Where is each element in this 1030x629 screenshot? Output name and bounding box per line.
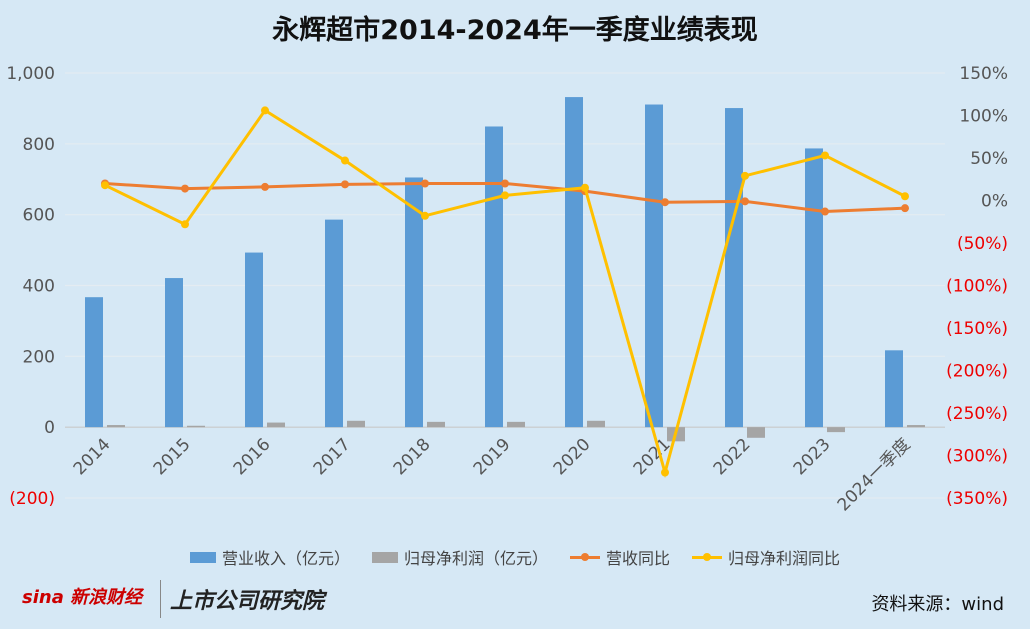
revenue-growth-point <box>341 180 349 189</box>
right-tick-label: 50% <box>970 149 1008 169</box>
legend-marker <box>371 551 398 563</box>
left-tick-label: 200 <box>23 347 55 367</box>
left-tick-label: (200) <box>9 489 55 509</box>
revenue-growth-point <box>261 182 269 191</box>
legend: 营业收入（亿元） 归母净利润（亿元） 营收同比 归母净利润同比 <box>0 545 1030 569</box>
revenue-growth-point <box>661 198 669 207</box>
net-profit-bar <box>107 425 125 428</box>
x-tick-label: 2020 <box>550 435 595 480</box>
legend-item: 营收同比 <box>570 545 670 569</box>
net-profit-bar <box>587 420 605 428</box>
profit-growth-point <box>421 211 429 220</box>
legend-label: 归母净利润同比 <box>728 549 841 568</box>
left-tick-label: 800 <box>23 135 55 155</box>
profit-growth-point <box>661 468 669 477</box>
revenue-bar <box>725 108 743 428</box>
profit-growth-point <box>181 220 189 229</box>
profit-growth-point <box>501 191 509 200</box>
profit-growth-point <box>261 106 269 115</box>
x-tick-label: 2015 <box>150 435 195 480</box>
right-tick-label: (100%) <box>946 277 1008 297</box>
net-profit-bar <box>827 427 845 433</box>
profit-growth-point <box>821 151 829 160</box>
revenue-bar <box>565 97 583 428</box>
revenue-bar <box>885 350 903 428</box>
right-tick-label: (200%) <box>946 362 1008 382</box>
revenue-bar <box>405 177 423 428</box>
profit-growth-point <box>341 156 349 165</box>
x-tick-label: 2019 <box>470 435 515 480</box>
left-tick-label: 400 <box>23 277 55 297</box>
legend-item: 归母净利润（亿元） <box>371 545 548 569</box>
net-profit-bar <box>747 427 765 438</box>
legend-marker <box>570 552 600 561</box>
revenue-growth-point <box>501 179 509 188</box>
source-note: 资料来源：wind <box>871 594 1004 615</box>
revenue-growth-point <box>821 207 829 216</box>
revenue-bar <box>805 148 823 428</box>
legend-item: 营业收入（亿元） <box>189 545 350 569</box>
x-tick-label: 2014 <box>70 435 115 480</box>
right-tick-label: 100% <box>959 107 1008 127</box>
net-profit-bar <box>187 425 205 428</box>
net-profit-bar <box>347 420 365 428</box>
right-tick-label: (150%) <box>946 319 1008 339</box>
x-tick-label: 2018 <box>390 435 435 480</box>
net-profit-bar <box>907 425 925 428</box>
chart-title: 永辉超市2014-2024年一季度业绩表现 <box>272 15 758 46</box>
logo-divider <box>160 580 161 618</box>
revenue-bar <box>245 252 263 428</box>
legend-marker <box>692 552 723 561</box>
right-tick-label: 150% <box>959 64 1008 84</box>
x-tick-label: 2016 <box>230 435 275 480</box>
left-tick-label: 600 <box>23 206 55 226</box>
x-tick-label: 2017 <box>310 435 355 480</box>
sina-logo: sina 新浪财经 <box>22 587 143 608</box>
revenue-growth-point <box>901 204 909 213</box>
research-logo: 上市公司研究院 <box>170 589 325 614</box>
right-tick-label: 0% <box>981 192 1008 212</box>
right-tick-label: (50%) <box>957 234 1008 254</box>
legend-item: 归母净利润同比 <box>692 545 840 569</box>
revenue-growth-point <box>421 179 429 188</box>
profit-growth-line <box>104 108 906 479</box>
right-tick-label: (300%) <box>946 447 1008 467</box>
revenue-bar <box>85 297 103 428</box>
profit-growth-point <box>901 192 909 201</box>
x-tick-label: 2024一季度 <box>834 435 915 516</box>
legend-label: 归母净利润（亿元） <box>403 549 548 568</box>
net-profit-bar <box>267 422 285 428</box>
legend-label: 营收同比 <box>606 549 671 568</box>
x-tick-label: 2023 <box>790 435 835 480</box>
profit-growth-point <box>581 183 589 192</box>
right-tick-label: (250%) <box>946 404 1008 424</box>
revenue-bar <box>485 126 503 428</box>
left-tick-label: 0 <box>44 418 55 438</box>
profit-growth-point <box>741 171 749 180</box>
revenue-bar <box>325 219 343 428</box>
net-profit-bar <box>507 421 525 428</box>
profit-growth-point <box>101 181 109 190</box>
right-tick-label: (350%) <box>946 489 1008 509</box>
revenue-bar <box>165 278 183 428</box>
legend-label: 营业收入（亿元） <box>221 549 350 568</box>
net-profit-bar <box>427 421 445 428</box>
legend-marker <box>189 551 216 563</box>
left-tick-label: 1,000 <box>6 64 55 84</box>
revenue-bar <box>645 104 663 428</box>
x-tick-label: 2022 <box>710 435 755 480</box>
revenue-growth-point <box>181 184 189 193</box>
revenue-growth-point <box>741 197 749 206</box>
